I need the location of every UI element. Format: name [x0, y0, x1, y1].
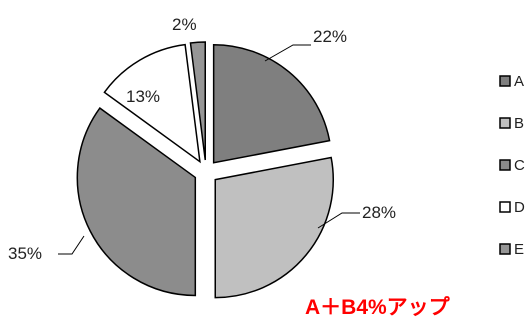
- legend-swatch-a: [499, 75, 511, 87]
- legend-label-d: D: [514, 199, 525, 216]
- slice-label-e: 2%: [172, 15, 197, 34]
- pie-slices: [76, 41, 334, 299]
- leader-line-c: [58, 235, 85, 255]
- legend-label-e: E: [514, 241, 524, 258]
- legend-swatch-e: [499, 243, 511, 255]
- leader-line-b: [317, 212, 360, 229]
- slice-label-c: 35%: [8, 244, 42, 263]
- legend-swatch-d: [499, 201, 511, 213]
- legend: A B C D E: [499, 73, 525, 258]
- legend-swatch-c: [499, 159, 511, 171]
- legend-label-a: A: [514, 73, 524, 90]
- slice-labels: 22% 28% 35% 13% 2%: [8, 15, 396, 263]
- pie-slice-d: [103, 43, 201, 164]
- pie-slice-b: [214, 156, 334, 299]
- slice-label-d: 13%: [126, 87, 160, 106]
- legend-label-b: B: [514, 115, 524, 132]
- slice-label-a: 22%: [313, 27, 347, 46]
- pie-slice-c: [76, 107, 197, 297]
- slice-label-b: 28%: [362, 203, 396, 222]
- annotation-text: A＋B4%アップ: [305, 296, 451, 319]
- pie-slice-a: [212, 44, 331, 164]
- legend-swatch-b: [499, 117, 511, 129]
- legend-label-c: C: [514, 157, 525, 174]
- leader-line-a: [264, 44, 311, 62]
- leader-lines: [58, 44, 360, 255]
- pie-slice-e: [189, 41, 206, 161]
